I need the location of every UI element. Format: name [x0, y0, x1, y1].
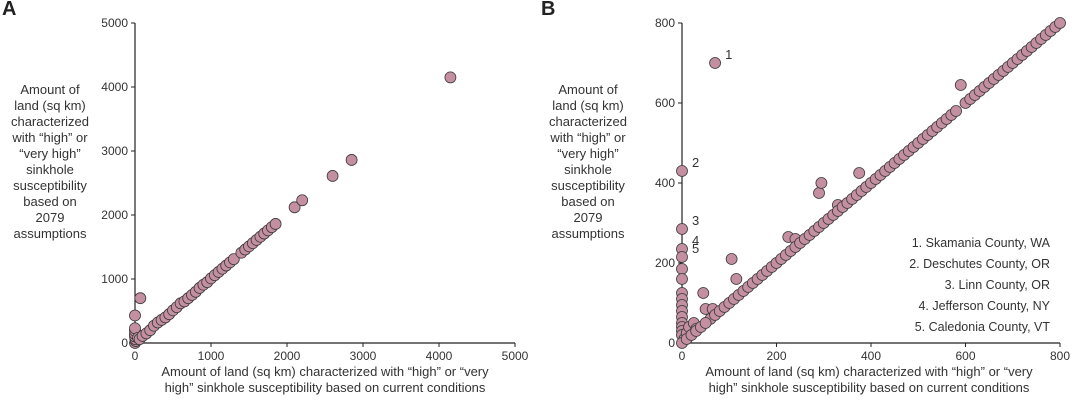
y-tick-label: 0: [121, 336, 128, 350]
y-axis-label-b-line: Amount of: [558, 82, 618, 97]
y-axis-label-b-line: land (sq km): [552, 98, 624, 113]
y-axis-label-a-line: assumptions: [13, 226, 87, 241]
data-point: [853, 167, 866, 179]
y-axis-label-a-line: based on: [23, 194, 77, 209]
x-axis-label-b: Amount of land (sq km) characterized wit…: [664, 364, 1072, 396]
y-axis-label-a-line: 2079: [35, 210, 65, 225]
data-point: [444, 71, 457, 84]
y-tick-label: 2000: [101, 208, 128, 222]
y-tick-label: 800: [655, 16, 675, 30]
x-tick-label: 0: [679, 349, 686, 363]
x-axis-label-a-line: Amount of land (sq km) characterized wit…: [161, 364, 489, 379]
y-tick-label: 600: [655, 96, 675, 110]
y-axis-label-a-line: sinkhole: [26, 162, 74, 177]
data-point: [269, 218, 282, 230]
x-tick-label: 400: [861, 349, 881, 363]
x-tick-label: 800: [1050, 349, 1070, 363]
legend-entry: 1. Skamania County, WA: [911, 236, 1050, 250]
data-point: [676, 273, 688, 285]
x-tick-label: 0: [132, 349, 139, 363]
x-tick-label: 200: [766, 349, 786, 363]
y-tick-label: 1000: [101, 272, 128, 286]
y-axis-label-a: Amount of land (sq km) characterized wit…: [0, 82, 100, 242]
y-tick-label: 200: [655, 256, 675, 270]
point-annotation: 3: [692, 213, 699, 228]
y-axis-label-b-line: with “high” or: [550, 130, 626, 145]
y-axis-label-a-line: with “high” or: [12, 130, 88, 145]
y-axis-label-a-line: susceptibility: [13, 178, 87, 193]
point-annotation: 1: [725, 47, 732, 62]
x-tick-label: 5000: [502, 349, 529, 363]
legend-b: 1. Skamania County, WA 2. Deschutes Coun…: [830, 233, 1050, 338]
data-point: [730, 273, 743, 285]
data-point: [296, 194, 309, 207]
point-annotation: 2: [692, 155, 699, 170]
y-tick-label: 400: [655, 176, 675, 190]
y-axis-label-a-line: land (sq km): [14, 98, 86, 113]
data-point: [954, 79, 967, 91]
x-tick-label: 2000: [274, 349, 301, 363]
x-axis-label-a: Amount of land (sq km) characterized wit…: [120, 364, 530, 396]
y-tick-label: 3000: [101, 144, 128, 158]
y-axis-label-b-line: assumptions: [551, 226, 625, 241]
legend-entry: 2. Deschutes County, OR: [909, 257, 1050, 271]
data-point: [676, 263, 688, 275]
y-axis-label-b-line: 2079: [573, 210, 603, 225]
data-point: [134, 292, 147, 305]
data-point: [129, 309, 141, 322]
y-axis-label-b-line: “very high”: [557, 146, 619, 161]
data-point: [326, 170, 339, 182]
y-axis-label-b-line: based on: [561, 194, 615, 209]
data-point: [813, 187, 825, 199]
y-axis-label-b: Amount of land (sq km) characterized wit…: [538, 82, 638, 242]
point-annotation: 4: [692, 233, 699, 248]
x-tick-label: 600: [955, 349, 975, 363]
point-annotation: 5: [692, 241, 699, 256]
legend-entry: 3. Linn County, OR: [944, 278, 1050, 292]
data-point: [288, 201, 301, 214]
x-tick-label: 3000: [350, 349, 377, 363]
x-axis-label-b-line: Amount of land (sq km) characterized wit…: [705, 364, 1033, 379]
y-axis-label-b-line: susceptibility: [551, 178, 625, 193]
y-axis-label-a-line: Amount of: [20, 82, 80, 97]
x-axis-label-b-line: high” sinkhole susceptibility based on c…: [708, 380, 1030, 395]
x-axis-label-a-line: high” sinkhole susceptibility based on c…: [164, 380, 486, 395]
y-axis-label-a-line: characterized: [10, 114, 90, 129]
y-axis-label-a-line: “very high”: [19, 146, 81, 161]
data-point: [227, 253, 240, 266]
y-tick-label: 4000: [101, 80, 128, 94]
y-tick-label: 0: [668, 336, 675, 350]
y-axis-label-b-line: characterized: [548, 114, 628, 129]
legend-entry: 4. Jefferson County, NY: [918, 299, 1050, 313]
panel-label-b: B: [541, 0, 556, 20]
data-point: [676, 223, 688, 235]
data-point: [345, 154, 358, 166]
data-point: [676, 165, 688, 177]
y-tick-label: 5000: [101, 16, 128, 30]
data-point: [950, 105, 962, 117]
panel-label-a: A: [2, 0, 17, 20]
data-point: [1054, 17, 1066, 29]
y-axis-label-b-line: sinkhole: [564, 162, 612, 177]
x-tick-label: 1000: [198, 349, 225, 363]
data-point: [815, 177, 828, 189]
data-point: [725, 253, 738, 265]
data-point: [697, 287, 710, 299]
data-point: [676, 251, 688, 263]
x-tick-label: 4000: [426, 349, 453, 363]
legend-entry: 5. Caledonia County, VT: [914, 320, 1050, 334]
data-point: [709, 57, 721, 69]
data-point: [699, 317, 712, 329]
